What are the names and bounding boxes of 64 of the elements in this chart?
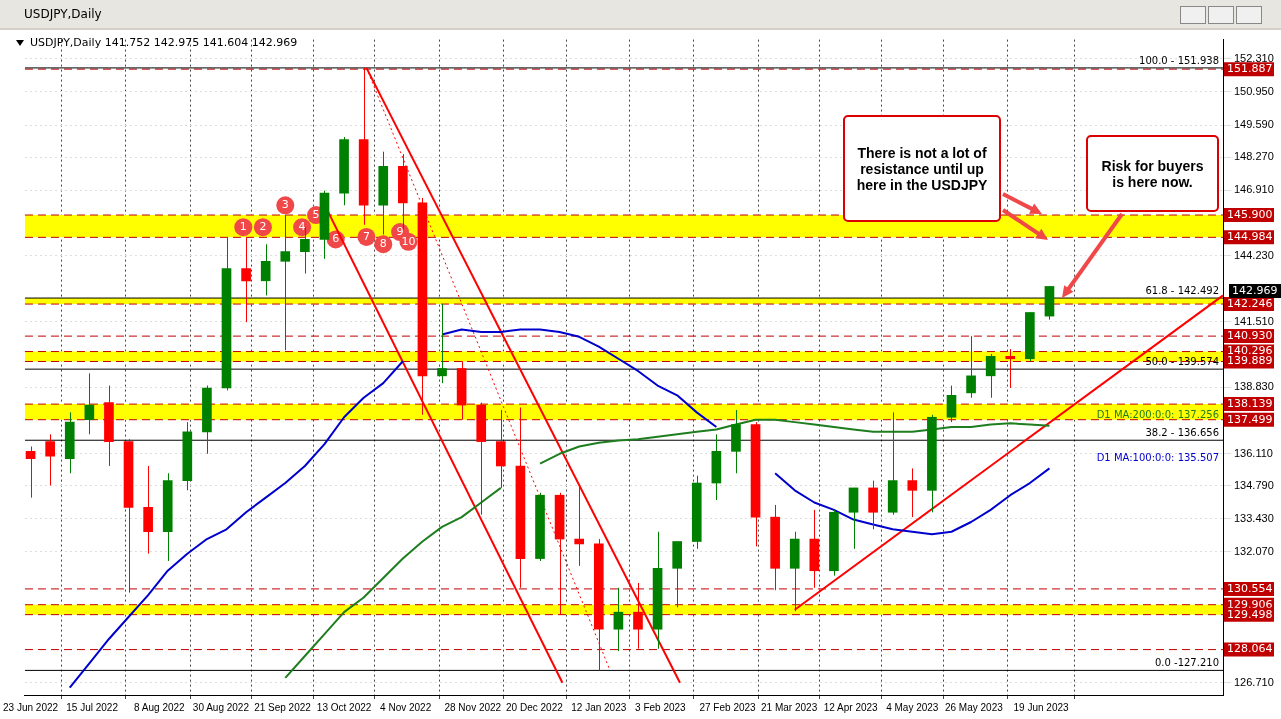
annotation: 0.0 -127.210 — [1154, 656, 1219, 668]
annotation: 10 — [401, 234, 416, 248]
x-tick-label: 26 May 2023 — [944, 701, 1004, 713]
y-tick-label: 141.510 — [1234, 315, 1274, 328]
text: D1 MA:100:0:0: 135.507 — [1096, 452, 1219, 464]
chart-title: USDJPY,Daily 141.752 142.975 141.604 142.969 — [30, 36, 298, 49]
y-tick-label: 136.110 — [1234, 446, 1273, 459]
ref-line-label: 130.554 — [1227, 581, 1273, 595]
annotation: 1 — [239, 220, 247, 234]
ref-line-label: 140.930 — [1227, 328, 1273, 342]
annotation: 3 — [281, 198, 289, 212]
x-tick-label: 4 May 2023 — [886, 701, 939, 713]
y-tick-label: 150.950 — [1234, 85, 1274, 98]
y-tick-label: 138.830 — [1234, 380, 1274, 393]
x-tick-label: 19 Jun 2023 — [1013, 701, 1070, 713]
x-tick-label: 30 Aug 2022 — [192, 701, 250, 713]
ref-line-label: 128.064 — [1227, 642, 1273, 656]
annotation: 9 — [396, 224, 404, 238]
callout: Risk for buyers is here now. — [1086, 135, 1219, 212]
x-tick-label: 21 Sep 2022 — [254, 701, 312, 713]
x-tick-label: 27 Feb 2023 — [699, 701, 757, 713]
ref-line-label: 137.499 — [1227, 412, 1273, 426]
ref-line-label: 144.984 — [1227, 230, 1273, 244]
annotation: 7 — [362, 229, 370, 243]
x-tick-label: 20 Dec 2022 — [506, 701, 564, 713]
annotation: 2 — [259, 220, 267, 234]
y-tick-label: 126.710 — [1234, 675, 1274, 688]
x-tick-label: 15 Jul 2022 — [66, 701, 119, 713]
x-tick-label: 28 Nov 2022 — [444, 701, 502, 713]
annotation: 61.8 - 142.492 — [1145, 284, 1219, 296]
x-tick-label: 8 Aug 2022 — [134, 701, 186, 713]
callout: There is not a lot of resistance until up here in the USDJPY — [843, 115, 1001, 222]
y-tick-label: 149.590 — [1234, 118, 1274, 131]
x-tick-label: 23 Jun 2022 — [3, 701, 59, 713]
y-tick-label: 146.910 — [1234, 183, 1274, 196]
annotation: 100.0 - 151.938 — [1139, 54, 1219, 66]
ref-line-label: 139.889 — [1227, 354, 1273, 368]
annotation: 4 — [298, 220, 306, 234]
ref-line-label: 129.498 — [1227, 607, 1273, 621]
ref-line-label: 151.887 — [1227, 62, 1273, 76]
annotation: 50.0 - 139.574 — [1145, 355, 1219, 367]
y-tick-label: 134.790 — [1234, 478, 1274, 491]
y-tick-label: 132.070 — [1234, 545, 1274, 558]
text: D1 MA:200:0:0: 137.256 — [1096, 409, 1219, 421]
x-tick-label: 21 Mar 2023 — [761, 701, 818, 713]
y-tick-label: 148.270 — [1234, 150, 1274, 163]
annotation: 38.2 - 136.656 — [1145, 426, 1219, 438]
x-tick-label: 4 Nov 2022 — [380, 701, 432, 713]
ref-line-label: 145.900 — [1227, 207, 1273, 221]
x-tick-label: 12 Jan 2023 — [571, 701, 627, 713]
x-tick-label: 3 Feb 2023 — [635, 701, 687, 713]
y-tick-label: 133.430 — [1234, 511, 1274, 524]
ref-line-label: 138.139 — [1227, 396, 1273, 410]
x-tick-label: 13 Oct 2022 — [316, 701, 372, 713]
ref-line-label: 142.246 — [1227, 296, 1273, 310]
y-tick-label: 144.230 — [1234, 248, 1274, 261]
y-tick-label: 152.310 — [1234, 51, 1274, 64]
ref-line-label: 129.906 — [1227, 597, 1273, 611]
text: 142.969 — [1229, 284, 1281, 298]
annotation: 6 — [332, 232, 340, 246]
annotation: 5 — [312, 207, 320, 221]
chart-subtitle: USDJPY,Daily — [24, 7, 102, 21]
x-tick-label: 12 Apr 2023 — [823, 701, 879, 713]
annotation: 8 — [379, 237, 387, 251]
